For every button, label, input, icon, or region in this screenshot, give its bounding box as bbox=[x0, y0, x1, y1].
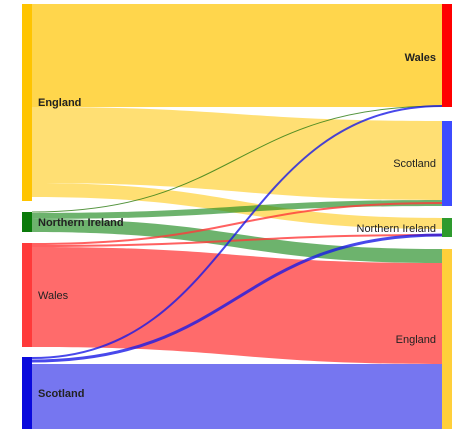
label-target-northern-ireland: Northern Ireland bbox=[357, 223, 437, 235]
link-scotland-wales[interactable] bbox=[31, 105, 443, 359]
label-target-wales: Wales bbox=[405, 52, 436, 64]
link-scotland-northern-ireland[interactable] bbox=[31, 233, 443, 363]
links bbox=[31, 4, 443, 429]
node-target-wales[interactable] bbox=[442, 4, 452, 107]
node-source-northern-ireland[interactable] bbox=[22, 212, 32, 232]
link-northern-ireland-wales[interactable] bbox=[31, 105, 443, 213]
node-target-england[interactable] bbox=[442, 249, 452, 429]
link-scotland-england[interactable] bbox=[32, 364, 442, 429]
node-source-england[interactable] bbox=[22, 4, 32, 201]
link-northern-ireland-scotland[interactable] bbox=[32, 200, 442, 219]
link-wales-scotland[interactable] bbox=[31, 202, 443, 245]
label-source-scotland: Scotland bbox=[38, 388, 84, 400]
node-target-scotland[interactable] bbox=[442, 121, 452, 206]
label-source-england: England bbox=[38, 97, 81, 109]
label-source-wales: Wales bbox=[38, 290, 69, 302]
source-nodes bbox=[22, 4, 32, 429]
node-target-northern-ireland[interactable] bbox=[442, 218, 452, 237]
labels: England Northern Ireland Wales Scotland … bbox=[38, 52, 436, 400]
node-source-wales[interactable] bbox=[22, 243, 32, 347]
link-wales-england[interactable] bbox=[32, 247, 442, 364]
label-source-northern-ireland: Northern Ireland bbox=[38, 217, 124, 229]
link-england-northern-ireland[interactable] bbox=[32, 183, 442, 229]
link-wales-northern-ireland[interactable] bbox=[31, 234, 443, 247]
label-target-scotland: Scotland bbox=[393, 158, 436, 170]
link-england-scotland[interactable] bbox=[32, 107, 442, 200]
node-source-scotland[interactable] bbox=[22, 357, 32, 429]
label-target-england: England bbox=[396, 334, 436, 346]
link-england-wales[interactable] bbox=[32, 4, 442, 107]
target-nodes bbox=[442, 4, 452, 429]
